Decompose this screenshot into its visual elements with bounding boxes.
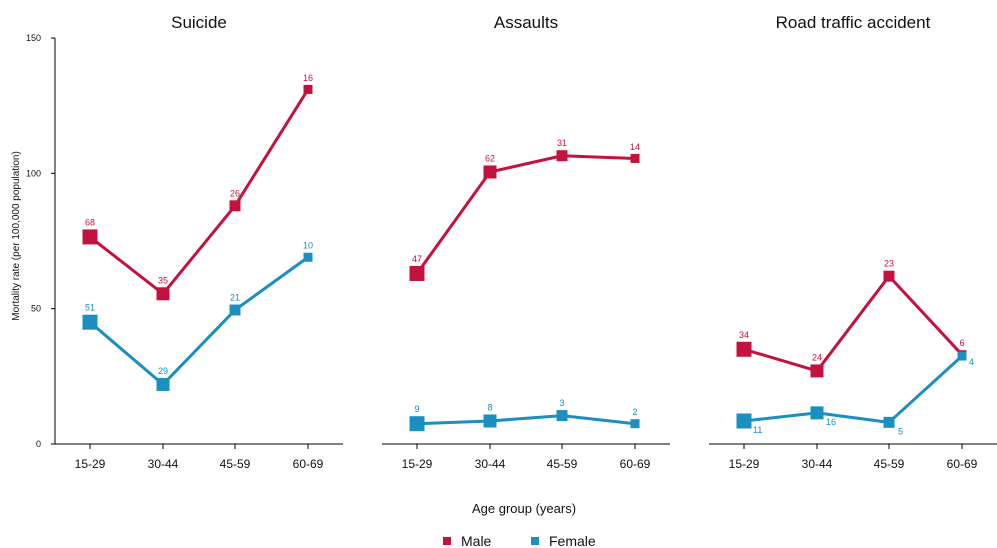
male-series-line — [89, 88, 310, 296]
female-data-label: 2 — [632, 407, 637, 417]
female-data-label: 10 — [303, 241, 313, 251]
legend-label-female: Female — [549, 533, 596, 548]
male-series-line — [415, 154, 636, 275]
female-data-label: 29 — [158, 366, 168, 376]
y-tick-label: 0 — [36, 439, 41, 449]
male-point — [82, 229, 98, 245]
y-tick-label: 100 — [26, 168, 41, 178]
female-point — [483, 414, 497, 428]
panel-1: Suicide 0 50 100 150 15-29 30-44 45-59 60-69 68 35… — [26, 13, 343, 471]
y-axis-label: Mortality rate (per 100,000 population) — [11, 151, 22, 321]
y-tick-label: 50 — [31, 304, 41, 314]
x-tick-label: 30-44 — [475, 457, 506, 471]
female-series-line — [743, 354, 964, 424]
x-tick-label: 60-69 — [620, 457, 651, 471]
legend-label-male: Male — [461, 533, 492, 548]
x-axis-label: Age group (years) — [472, 501, 576, 516]
male-series-line — [743, 274, 964, 373]
x-tick-label: 30-44 — [802, 457, 833, 471]
male-data-label: 26 — [230, 188, 240, 198]
x-tick-label: 45-59 — [220, 457, 251, 471]
x-tick-label: 30-44 — [148, 457, 179, 471]
male-data-label: 16 — [303, 73, 313, 83]
male-point — [483, 165, 497, 179]
male-data-label: 24 — [812, 352, 822, 362]
male-data-label: 14 — [630, 142, 640, 152]
male-data-label: 34 — [739, 330, 749, 340]
male-data-label: 23 — [884, 259, 894, 269]
female-point — [156, 377, 170, 391]
x-tick-label: 15-29 — [402, 457, 433, 471]
female-point — [82, 314, 98, 330]
female-series-line — [416, 414, 636, 426]
female-point — [736, 413, 752, 429]
female-data-label: 21 — [230, 293, 240, 303]
female-data-label: 9 — [414, 404, 419, 414]
female-data-label: 5 — [898, 426, 903, 436]
x-tick-label: 15-29 — [75, 457, 106, 471]
female-point — [630, 419, 640, 429]
female-data-label: 4 — [969, 357, 974, 367]
male-point — [556, 150, 568, 162]
male-data-label: 6 — [959, 338, 964, 348]
panel-title: Road traffic accident — [776, 13, 931, 32]
panel-3: Road traffic accident 15-29 30-44 45-59 60-6… — [709, 13, 997, 471]
female-data-label: 51 — [85, 303, 95, 313]
female-data-label: 8 — [487, 402, 492, 412]
female-point — [409, 416, 425, 432]
male-point — [810, 364, 824, 378]
female-point — [229, 304, 241, 316]
x-tick-label: 15-29 — [729, 457, 760, 471]
male-point — [229, 200, 241, 212]
legend-swatch-female — [531, 537, 539, 545]
panel-title: Suicide — [171, 13, 227, 32]
male-data-label: 62 — [485, 153, 495, 163]
x-tick-label: 45-59 — [874, 457, 905, 471]
female-point — [883, 416, 895, 428]
female-point — [556, 410, 568, 422]
male-point — [303, 84, 313, 94]
legend-swatch-male — [443, 537, 451, 545]
female-series-line — [89, 256, 309, 386]
male-point — [630, 153, 640, 163]
panel-title: Assaults — [494, 13, 558, 32]
x-tick-label: 60-69 — [947, 457, 978, 471]
y-tick-label: 150 — [26, 33, 41, 43]
female-point — [957, 351, 967, 361]
male-data-label: 47 — [412, 254, 422, 264]
x-tick-label: 45-59 — [547, 457, 578, 471]
male-point — [736, 341, 752, 357]
male-point — [156, 287, 170, 301]
male-data-label: 31 — [557, 138, 567, 148]
male-point — [883, 270, 895, 282]
female-data-label: 3 — [559, 398, 564, 408]
male-point — [409, 265, 425, 281]
male-data-label: 68 — [85, 217, 95, 227]
male-data-label: 35 — [158, 275, 168, 285]
female-point — [810, 406, 824, 420]
female-data-label: 16 — [826, 417, 836, 427]
chart-legend: Male Female — [443, 533, 596, 548]
female-data-label: 11 — [753, 425, 762, 435]
x-tick-label: 60-69 — [293, 457, 324, 471]
panel-2: Assaults 15-29 30-44 45-59 60-69 47 62 31 14 9 8 3 2 — [382, 13, 670, 471]
female-point — [303, 252, 313, 262]
